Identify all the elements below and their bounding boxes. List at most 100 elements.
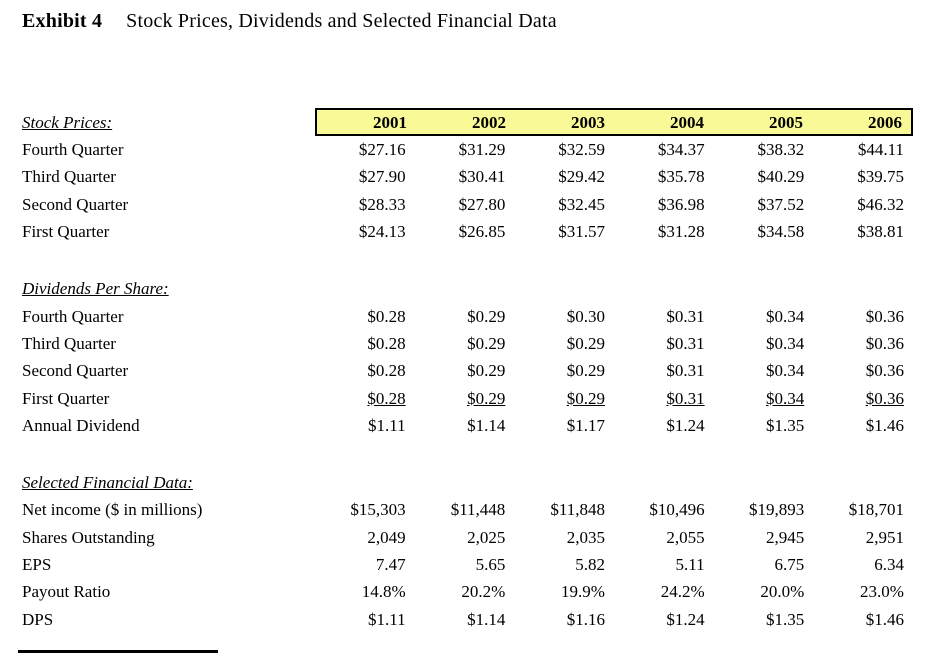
year-header: 2006 bbox=[868, 112, 902, 132]
cell-value: $0.29 bbox=[467, 388, 506, 408]
financial-table: Stock Prices: 2001 2002 2003 2004 2005 2006 Fou… bbox=[22, 108, 913, 633]
cell-value: $0.36 bbox=[865, 306, 904, 326]
cell-value: 20.0% bbox=[760, 582, 805, 602]
exhibit-name: Stock Prices, Dividends and Selected Fin… bbox=[126, 10, 557, 32]
cell-value: 2,055 bbox=[666, 527, 705, 547]
table-row: Second Quarter $28.33 $27.80 $32.45 $36.98 $3… bbox=[22, 191, 913, 218]
table-row: Annual Dividend $1.11 $1.14 $1.17 $1.24 $1.35… bbox=[22, 412, 913, 439]
table-row: DPS $1.11 $1.14 $1.16 $1.24 $1.35 $1.46 bbox=[22, 605, 913, 632]
cell-value: $34.37 bbox=[657, 140, 705, 160]
cell-value: $36.98 bbox=[657, 194, 705, 214]
cell-value: 2,049 bbox=[367, 527, 406, 547]
cell-value: $0.28 bbox=[367, 388, 406, 408]
cell-value: $0.34 bbox=[766, 388, 805, 408]
cell-value: $27.90 bbox=[358, 167, 406, 187]
cell-value: $0.31 bbox=[666, 306, 705, 326]
cell-value: $0.31 bbox=[666, 388, 705, 408]
cell-value: 2,945 bbox=[766, 527, 805, 547]
row-label: Annual Dividend bbox=[22, 415, 140, 435]
cell-value: $35.78 bbox=[657, 167, 705, 187]
row-label: Fourth Quarter bbox=[22, 306, 124, 326]
cell-value: $1.17 bbox=[566, 415, 605, 435]
cell-value: $0.28 bbox=[367, 333, 406, 353]
cell-value: $27.16 bbox=[358, 140, 406, 160]
cell-value: $11,848 bbox=[550, 500, 605, 520]
cell-value: $31.28 bbox=[657, 222, 705, 242]
cell-value: $29.42 bbox=[558, 167, 605, 187]
year-header: 2004 bbox=[670, 112, 704, 132]
cell-value: $34.58 bbox=[757, 222, 805, 242]
row-label: Fourth Quarter bbox=[22, 140, 124, 160]
year-header: 2005 bbox=[769, 112, 803, 132]
cell-value: $46.32 bbox=[857, 194, 904, 214]
row-label: DPS bbox=[22, 609, 54, 629]
cell-value: $0.29 bbox=[566, 361, 605, 381]
cell-value: 5.82 bbox=[575, 555, 605, 574]
cell-value: $44.11 bbox=[857, 140, 904, 160]
cell-value: $0.29 bbox=[566, 388, 605, 408]
cell-value: $0.36 bbox=[865, 361, 904, 381]
cell-value: 19.9% bbox=[561, 582, 605, 602]
cell-value: 6.34 bbox=[874, 555, 904, 574]
row-label: EPS bbox=[22, 555, 52, 574]
cell-value: $30.41 bbox=[458, 167, 506, 187]
row-label: Third Quarter bbox=[22, 333, 116, 353]
cell-value: 6.75 bbox=[774, 555, 805, 574]
cell-value: $19,893 bbox=[749, 500, 805, 520]
exhibit-number: Exhibit 4 bbox=[22, 10, 103, 32]
row-label: Third Quarter bbox=[22, 167, 116, 187]
cell-value: $40.29 bbox=[757, 167, 805, 187]
cell-value: $11,448 bbox=[450, 500, 506, 520]
cell-value: 20.2% bbox=[461, 582, 506, 602]
cell-value: $1.46 bbox=[865, 609, 904, 629]
cell-value: $24.13 bbox=[358, 222, 406, 242]
cell-value: $0.34 bbox=[766, 306, 805, 326]
cell-value: $0.31 bbox=[666, 333, 705, 353]
cell-value: $32.45 bbox=[558, 194, 605, 214]
section-heading-stock-prices: Stock Prices: bbox=[22, 112, 113, 132]
cell-value: $1.24 bbox=[666, 609, 705, 629]
section-gap bbox=[22, 439, 913, 469]
cell-value: $0.30 bbox=[566, 306, 605, 326]
table-header-row: Stock Prices: 2001 2002 2003 2004 2005 2006 bbox=[22, 108, 913, 136]
cell-value: $0.29 bbox=[467, 361, 506, 381]
section-heading-row: Dividends Per Share: bbox=[22, 275, 913, 302]
row-label: Second Quarter bbox=[22, 194, 129, 214]
table-row: Third Quarter $0.28 $0.29 $0.29 $0.31 $0.34 $0… bbox=[22, 330, 913, 357]
cell-value: $1.35 bbox=[766, 609, 805, 629]
cell-value: $0.29 bbox=[467, 306, 506, 326]
cell-value: 7.47 bbox=[375, 555, 406, 574]
cell-value: 2,025 bbox=[467, 527, 506, 547]
cell-value: $31.57 bbox=[558, 222, 605, 242]
exhibit-title: Exhibit 4 Stock Prices, Dividends and Sel… bbox=[22, 10, 557, 33]
table-row: First Quarter $0.28 $0.29 $0.29 $0.31 $0.34 $0… bbox=[22, 384, 913, 411]
row-label: Shares Outstanding bbox=[22, 527, 155, 547]
cell-value: $1.24 bbox=[666, 415, 705, 435]
table-row: Second Quarter $0.28 $0.29 $0.29 $0.31 $0.34 $… bbox=[22, 357, 913, 384]
cell-value: $0.29 bbox=[566, 333, 605, 353]
cell-value: $1.11 bbox=[368, 609, 406, 629]
cell-value: $0.34 bbox=[766, 333, 805, 353]
cell-value: $31.29 bbox=[458, 140, 506, 160]
section-gap bbox=[22, 245, 913, 275]
section-heading-row: Selected Financial Data: bbox=[22, 469, 913, 496]
cell-value: $28.33 bbox=[358, 194, 406, 214]
cell-value: $1.14 bbox=[467, 415, 506, 435]
table-row: Fourth Quarter $0.28 $0.29 $0.30 $0.31 $0.34 $… bbox=[22, 302, 913, 329]
cell-value: $1.11 bbox=[368, 415, 406, 435]
cell-value: 24.2% bbox=[660, 582, 705, 602]
table-row: Shares Outstanding 2,049 2,025 2,035 2,055 2,… bbox=[22, 524, 913, 551]
footnote-rule bbox=[18, 650, 218, 653]
cell-value: 23.0% bbox=[860, 582, 904, 602]
row-label: First Quarter bbox=[22, 388, 110, 408]
year-header-box: 2001 2002 2003 2004 2005 2006 bbox=[315, 108, 913, 136]
cell-value: $26.85 bbox=[458, 222, 506, 242]
row-label: Payout Ratio bbox=[22, 582, 111, 602]
cell-value: 5.11 bbox=[675, 555, 705, 574]
row-label: Second Quarter bbox=[22, 361, 129, 381]
cell-value: $0.29 bbox=[467, 333, 506, 353]
table-row: Payout Ratio 14.8% 20.2% 19.9% 24.2% 20.0% 23.… bbox=[22, 578, 913, 605]
cell-value: $1.14 bbox=[467, 609, 506, 629]
cell-value: $0.36 bbox=[865, 333, 904, 353]
